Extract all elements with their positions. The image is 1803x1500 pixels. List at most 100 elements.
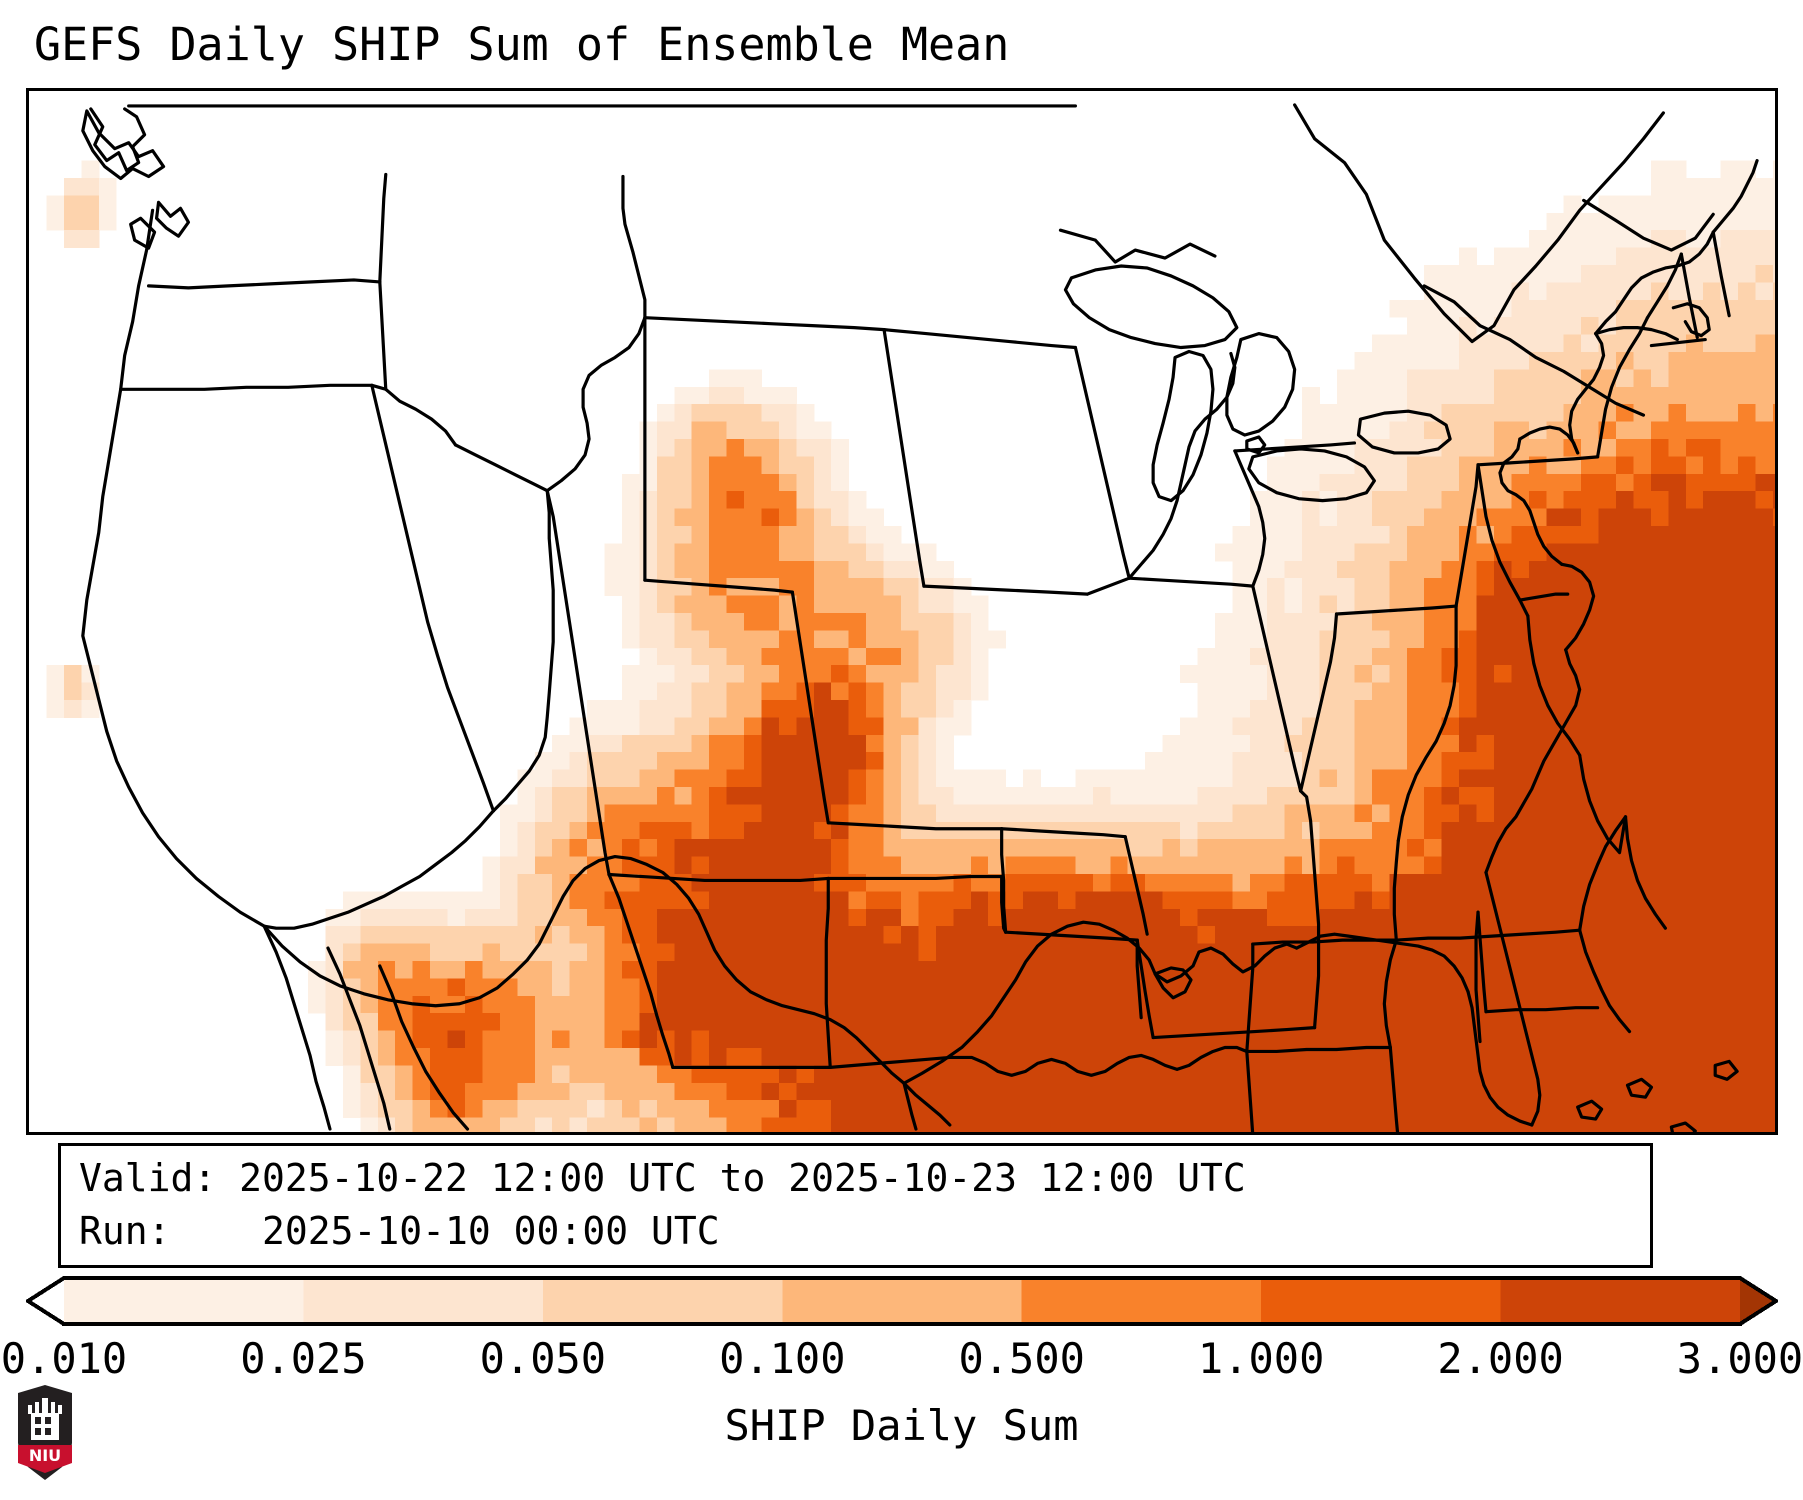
ship-grid-cell: [1703, 682, 1722, 701]
ship-grid-cell: [761, 595, 780, 614]
ship-grid-cell: [1738, 804, 1757, 823]
ship-grid-cell: [1650, 995, 1669, 1014]
ship-grid-cell: [1685, 595, 1704, 614]
ship-grid-cell: [1354, 351, 1373, 370]
ship-grid-cell: [935, 804, 954, 823]
ship-grid-cell: [691, 438, 710, 457]
ship-grid-cell: [1459, 717, 1478, 736]
ship-grid-cell: [953, 1013, 972, 1032]
ship-grid-cell: [1598, 282, 1617, 301]
state-border-ca-nv: [370, 383, 495, 813]
ship-grid-cell: [1232, 1065, 1251, 1084]
ship-grid-cell: [953, 908, 972, 927]
ship-grid-cell: [1092, 891, 1111, 910]
ship-grid-cell: [1720, 1030, 1739, 1049]
ship-grid-cell: [1755, 491, 1774, 510]
ship-grid-cell: [1720, 647, 1739, 666]
ship-grid-cell: [1162, 734, 1181, 753]
ship-grid-cell: [1389, 421, 1408, 440]
ship-grid-cell: [1371, 1047, 1390, 1066]
ship-grid-cell: [1650, 421, 1669, 440]
ship-grid-cell: [1371, 578, 1390, 597]
ship-grid-cell: [1633, 891, 1652, 910]
ship-grid-cell: [1720, 717, 1739, 736]
ship-grid-cell: [1703, 543, 1722, 562]
ship-grid-cell: [1668, 647, 1687, 666]
ship-grid-cell: [325, 926, 344, 945]
ship-grid-cell: [1563, 508, 1582, 527]
ship-grid-cell: [1650, 769, 1669, 788]
ship-grid-cell: [1267, 560, 1286, 579]
ship-grid-cell: [412, 1030, 431, 1049]
ship-grid-cell: [1424, 908, 1443, 927]
ship-grid-cell: [1441, 543, 1460, 562]
ship-grid-cell: [744, 786, 762, 805]
ship-grid-cell: [1493, 752, 1512, 771]
ship-grid-cell: [778, 612, 797, 631]
ship-grid-cell: [1267, 926, 1286, 945]
ship-grid-cell: [1755, 351, 1774, 370]
ship-grid-cell: [1180, 908, 1198, 927]
ship-grid-cell: [918, 1013, 937, 1032]
ship-grid-cell: [796, 1030, 815, 1049]
ship-grid-cell: [1389, 752, 1408, 771]
ship-grid-cell: [1773, 404, 1775, 423]
ship-grid-cell: [604, 752, 623, 771]
ship-grid-cell: [796, 717, 815, 736]
state-border-az-nm: [607, 872, 675, 1069]
ship-grid-cell: [674, 717, 693, 736]
ship-grid-cell: [1616, 769, 1634, 788]
ship-grid-cell: [604, 560, 623, 579]
ship-grid-cell: [918, 543, 937, 562]
ship-grid-cell: [848, 682, 867, 701]
ship-grid-cell: [866, 543, 885, 562]
ship-grid-cell: [674, 647, 693, 666]
ship-grid-cell: [377, 926, 396, 945]
ship-grid-cell: [778, 438, 797, 457]
ship-grid-cell: [1232, 595, 1251, 614]
ship-grid-cell: [778, 943, 797, 962]
ship-grid-cell: [1720, 752, 1739, 771]
ship-grid-cell: [1424, 786, 1443, 805]
ship-grid-cell: [918, 595, 937, 614]
ship-grid-cell: [308, 978, 326, 997]
ship-grid-cell: [726, 717, 745, 736]
ship-grid-cell: [1563, 769, 1582, 788]
ship-grid-cell: [1773, 995, 1775, 1014]
state-border-mo-il-tn: [1299, 789, 1321, 1030]
ship-grid-cell: [1127, 786, 1146, 805]
ship-grid-cell: [1337, 839, 1355, 858]
ship-grid-cell: [1424, 630, 1443, 649]
lake-ontario: [1356, 409, 1452, 455]
ship-grid-cell: [656, 491, 675, 510]
ship-grid-cell: [342, 960, 361, 979]
ship-grid-cell: [1511, 734, 1530, 753]
state-border-ga-sc: [1578, 928, 1632, 1034]
ship-grid-cell: [1406, 508, 1425, 527]
ship-grid-cell: [1162, 839, 1181, 858]
ship-grid-cell: [1598, 804, 1617, 823]
ship-grid-cell: [1023, 1030, 1042, 1049]
ship-grid-cell: [918, 926, 937, 945]
ship-grid-cell: [1703, 978, 1722, 997]
ship-grid-cell: [883, 926, 902, 945]
ship-grid-cell: [395, 891, 414, 910]
ship-grid-cell: [499, 873, 518, 892]
ship-grid-cell: [674, 456, 693, 475]
ship-grid-cell: [1232, 873, 1251, 892]
ship-grid-cell: [953, 839, 972, 858]
ship-grid-cell: [1284, 821, 1303, 840]
ship-grid-cell: [1284, 525, 1303, 544]
ship-grid-cell: [1546, 665, 1565, 684]
ship-grid-cell: [1581, 1030, 1600, 1049]
ship-grid-cell: [1005, 804, 1024, 823]
ship-grid-cell: [534, 856, 553, 875]
ship-grid-cell: [935, 960, 954, 979]
ship-grid-cell: [1441, 369, 1460, 388]
ship-grid-cell: [1528, 786, 1547, 805]
ship-grid-cell: [935, 1030, 954, 1049]
ship-grid-cell: [412, 908, 431, 927]
ship-grid-cell: [761, 421, 780, 440]
ship-grid-cell: [988, 943, 1007, 962]
ship-grid-cell: [1703, 508, 1722, 527]
